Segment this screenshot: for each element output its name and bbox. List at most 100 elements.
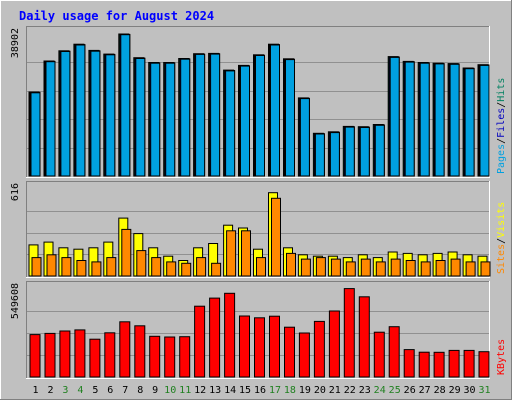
bar-kbytes: [179, 336, 191, 378]
x-tick-label: 18: [284, 385, 296, 396]
bar-sites: [31, 257, 42, 277]
legend-entry: KBytes: [496, 339, 507, 375]
x-tick-label: 28: [434, 385, 446, 396]
bar-sites: [420, 261, 431, 277]
bar-kbytes: [149, 335, 161, 378]
bar-kbytes: [373, 331, 385, 378]
x-tick-label: 11: [179, 385, 191, 396]
bar-sites: [271, 197, 281, 277]
x-tick-label: 29: [449, 385, 461, 396]
x-tick-label: 2: [47, 385, 53, 396]
x-tick-label: 24: [374, 385, 386, 396]
x-tick-label: 10: [164, 385, 176, 396]
x-tick-label: 8: [137, 385, 143, 396]
bar-pages: [165, 62, 176, 177]
bar-kbytes: [119, 321, 131, 378]
bar-sites: [330, 258, 341, 277]
bar-pages: [404, 61, 415, 177]
x-tick-label: 14: [224, 385, 236, 396]
bar-kbytes: [59, 330, 71, 378]
bar-pages: [359, 127, 370, 177]
bar-pages: [434, 63, 445, 177]
x-tick-label: 25: [389, 385, 401, 396]
bar-pages: [464, 68, 475, 177]
bar-sites: [166, 261, 177, 277]
bar-sites: [121, 228, 132, 277]
bar-pages: [150, 62, 161, 177]
x-tick-label: 31: [478, 385, 490, 396]
bar-sites: [375, 261, 386, 277]
x-tick-label: 17: [269, 385, 281, 396]
legend-entry: /: [496, 238, 507, 244]
legend-hits-files-pages: Pages/Files/Hits: [496, 78, 507, 174]
x-tick-label: 15: [239, 385, 251, 396]
bar-kbytes: [298, 332, 310, 378]
legend-entry: Sites: [496, 244, 507, 274]
bar-pages: [479, 64, 490, 177]
bar-sites: [91, 261, 102, 277]
x-tick-label: 27: [419, 385, 431, 396]
x-tick-label: 19: [299, 385, 311, 396]
bar-sites: [46, 254, 57, 277]
x-tick-label: 1: [32, 385, 38, 396]
bar-kbytes: [448, 349, 460, 378]
bar-pages: [30, 92, 41, 177]
x-tick-label: 23: [359, 385, 371, 396]
bar-sites: [360, 258, 371, 277]
bar-sites: [136, 250, 147, 277]
bar-pages: [329, 132, 340, 177]
bar-pages: [255, 55, 265, 177]
bar-kbytes: [358, 296, 370, 378]
bar-pages: [285, 59, 295, 177]
chart-panels: 38902Pages/Files/Hits616Sites/Visits5496…: [10, 26, 507, 379]
x-tick-label: 22: [344, 385, 356, 396]
bar-kbytes: [313, 320, 325, 378]
bar-kbytes: [478, 351, 490, 378]
y-axis-max-label: 616: [10, 183, 21, 201]
bar-pages: [270, 44, 280, 177]
bar-sites: [226, 230, 237, 277]
bar-kbytes: [269, 315, 280, 378]
bar-sites: [390, 258, 401, 277]
legend-entry: Hits: [496, 78, 507, 102]
bar-pages: [45, 61, 56, 177]
y-axis-max-label: 38902: [10, 28, 21, 58]
bar-kbytes: [194, 305, 206, 378]
bar-pages: [314, 133, 325, 177]
bar-sites: [480, 261, 491, 277]
bar-sites: [61, 257, 72, 277]
bar-pages: [374, 124, 385, 177]
bar-pages: [225, 70, 236, 177]
bar-kbytes: [44, 332, 56, 378]
bar-kbytes: [74, 329, 86, 378]
legend-entry: Visits: [496, 202, 507, 238]
bar-sites: [241, 230, 251, 277]
legend-entry: /: [496, 138, 507, 144]
x-tick-label: 16: [254, 385, 266, 396]
bar-pages: [135, 58, 146, 177]
x-tick-label: 7: [122, 385, 128, 396]
bar-kbytes: [403, 349, 415, 378]
x-tick-label: 5: [92, 385, 98, 396]
series-pages: [30, 34, 490, 177]
chart-title: Daily usage for August 2024: [19, 9, 214, 23]
legend-kbytes: KBytes: [496, 339, 507, 375]
x-tick-label: 20: [314, 385, 326, 396]
bar-kbytes: [388, 326, 400, 378]
x-tick-label: 3: [62, 385, 68, 396]
bar-pages: [60, 51, 71, 177]
series-kbytes: [29, 288, 490, 378]
bar-pages: [90, 50, 101, 177]
bar-kbytes: [89, 338, 101, 378]
x-tick-label: 30: [463, 385, 475, 396]
bar-pages: [389, 56, 400, 177]
bar-sites: [405, 260, 416, 277]
bar-sites: [181, 262, 192, 277]
panel-kbytes: 549608 KBytes: [10, 281, 507, 379]
bar-pages: [120, 34, 131, 177]
bar-kbytes: [29, 334, 41, 378]
bar-sites: [256, 257, 266, 277]
bar-kbytes: [164, 336, 176, 378]
